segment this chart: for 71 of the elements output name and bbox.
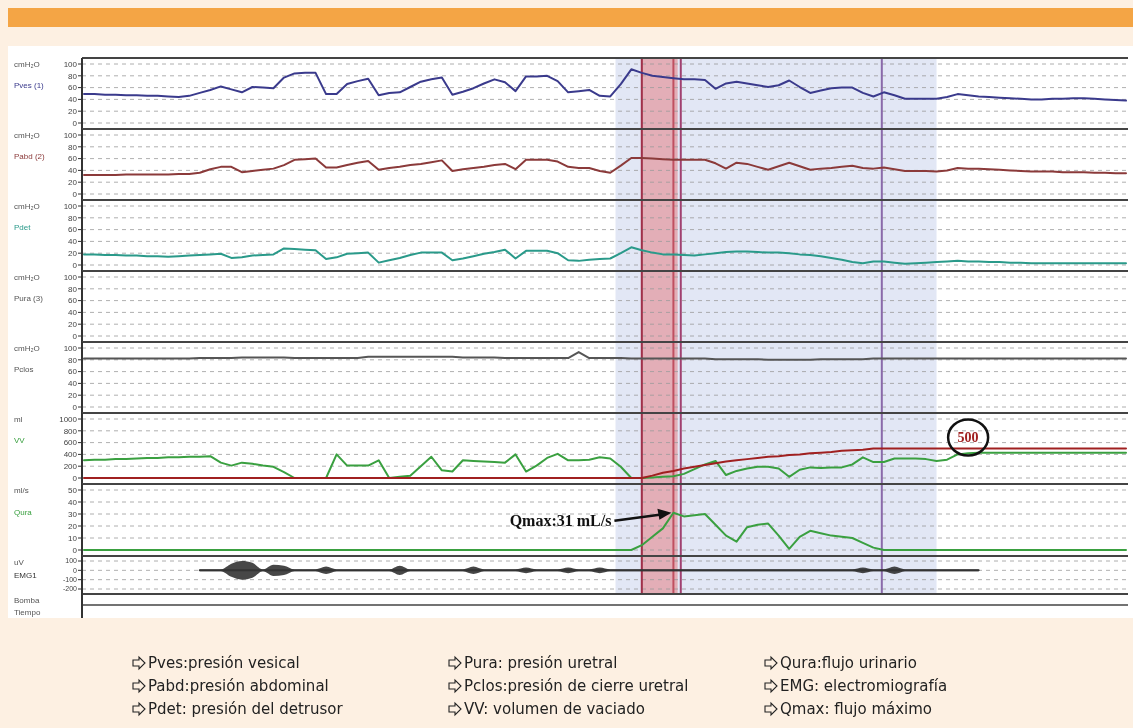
y-tick-label: 80: [68, 284, 78, 294]
y-tick-label: 100: [63, 343, 78, 353]
y-axis-title: Pclos: [14, 365, 34, 375]
chart-title: ml: [14, 415, 23, 424]
x-axis-title: Tiempo: [14, 607, 41, 617]
y-tick-label: 20: [68, 391, 78, 400]
y-tick-label: 60: [68, 367, 78, 377]
y-tick-label: 0: [72, 473, 78, 483]
y-tick-label: 60: [68, 296, 78, 306]
text: Pclos:presión de cierre uretral: [464, 677, 689, 696]
text: Pdet: presión del detrusor: [148, 700, 344, 719]
y-tick-label: 40: [68, 497, 78, 507]
chart-title: uV: [14, 558, 25, 567]
text: Qmax: flujo máximo: [780, 700, 933, 719]
text: Pura: presión uretral: [464, 654, 618, 673]
y-tick-label: 600: [63, 438, 78, 448]
text: VV: volumen de vaciado: [464, 700, 645, 719]
y-tick-label: 0: [72, 331, 78, 341]
y-tick-label: 40: [68, 95, 78, 105]
y-tick-label: 80: [68, 142, 78, 152]
y-tick-label: 40: [68, 379, 78, 389]
y-tick-label: 30: [68, 509, 78, 519]
chart-title: cmH₂O: [14, 273, 40, 282]
y-tick-label: 40: [68, 237, 78, 247]
text: Bomba: [14, 595, 40, 605]
y-tick-label: 0: [72, 118, 78, 128]
y-axis-title: EMG1: [14, 570, 38, 580]
chart-title: cmH₂O: [14, 344, 40, 353]
y-tick-label: 100: [63, 201, 78, 211]
y-tick-label: 60: [68, 225, 78, 235]
y-axis-title: Pabd (2): [14, 152, 46, 162]
chart-title: ml/s: [14, 486, 29, 495]
y-tick-label: 0: [72, 260, 78, 270]
y-tick-label: 0: [72, 189, 78, 199]
annotation: Qmax:31 mL/s: [509, 512, 612, 530]
y-tick-label: 60: [68, 154, 78, 164]
y-tick-label: 20: [68, 320, 78, 329]
y-tick-label: 400: [63, 450, 78, 460]
y-tick-label: 100: [63, 130, 78, 140]
y-axis-title: VV: [14, 436, 26, 446]
text: Pabd:presión abdominal: [148, 677, 329, 696]
chart-title: cmH₂O: [14, 202, 40, 211]
annotation: 500: [957, 430, 979, 446]
y-tick-label: 1000: [59, 414, 78, 424]
y-tick-label: 20: [68, 107, 78, 116]
y-tick-label: 40: [68, 308, 78, 318]
y-tick-label: 20: [68, 178, 78, 187]
y-tick-label: 20: [68, 249, 78, 258]
y-tick-label: 20: [68, 521, 78, 531]
y-tick-label: 40: [68, 166, 78, 176]
text: Qura:flujo urinario: [780, 654, 917, 673]
y-axis-title: Pves (1): [14, 81, 45, 91]
text: EMG: electromiografía: [780, 677, 948, 696]
y-tick-label: 80: [68, 213, 78, 223]
chart-title: cmH₂O: [14, 131, 40, 140]
text: Pves:presión vesical: [148, 654, 300, 673]
chart-title: cmH₂O: [14, 60, 40, 69]
y-tick-label: 800: [63, 426, 78, 436]
y-tick-label: 0: [72, 402, 78, 412]
y-tick-label: 200: [63, 462, 78, 471]
y-tick-label: 0: [72, 545, 78, 555]
y-tick-label: 10: [68, 533, 78, 543]
y-tick-label: 80: [68, 355, 78, 365]
y-tick-label: 100: [63, 272, 78, 282]
y-tick-label: 50: [68, 485, 78, 495]
y-tick-label: 60: [68, 83, 78, 93]
y-axis-title: Qura: [14, 507, 33, 517]
y-tick-label: 100: [63, 59, 78, 69]
y-axis-title: Pura (3): [14, 294, 44, 304]
y-tick-label: 80: [68, 71, 78, 81]
y-axis-title: Pdet: [14, 223, 32, 233]
